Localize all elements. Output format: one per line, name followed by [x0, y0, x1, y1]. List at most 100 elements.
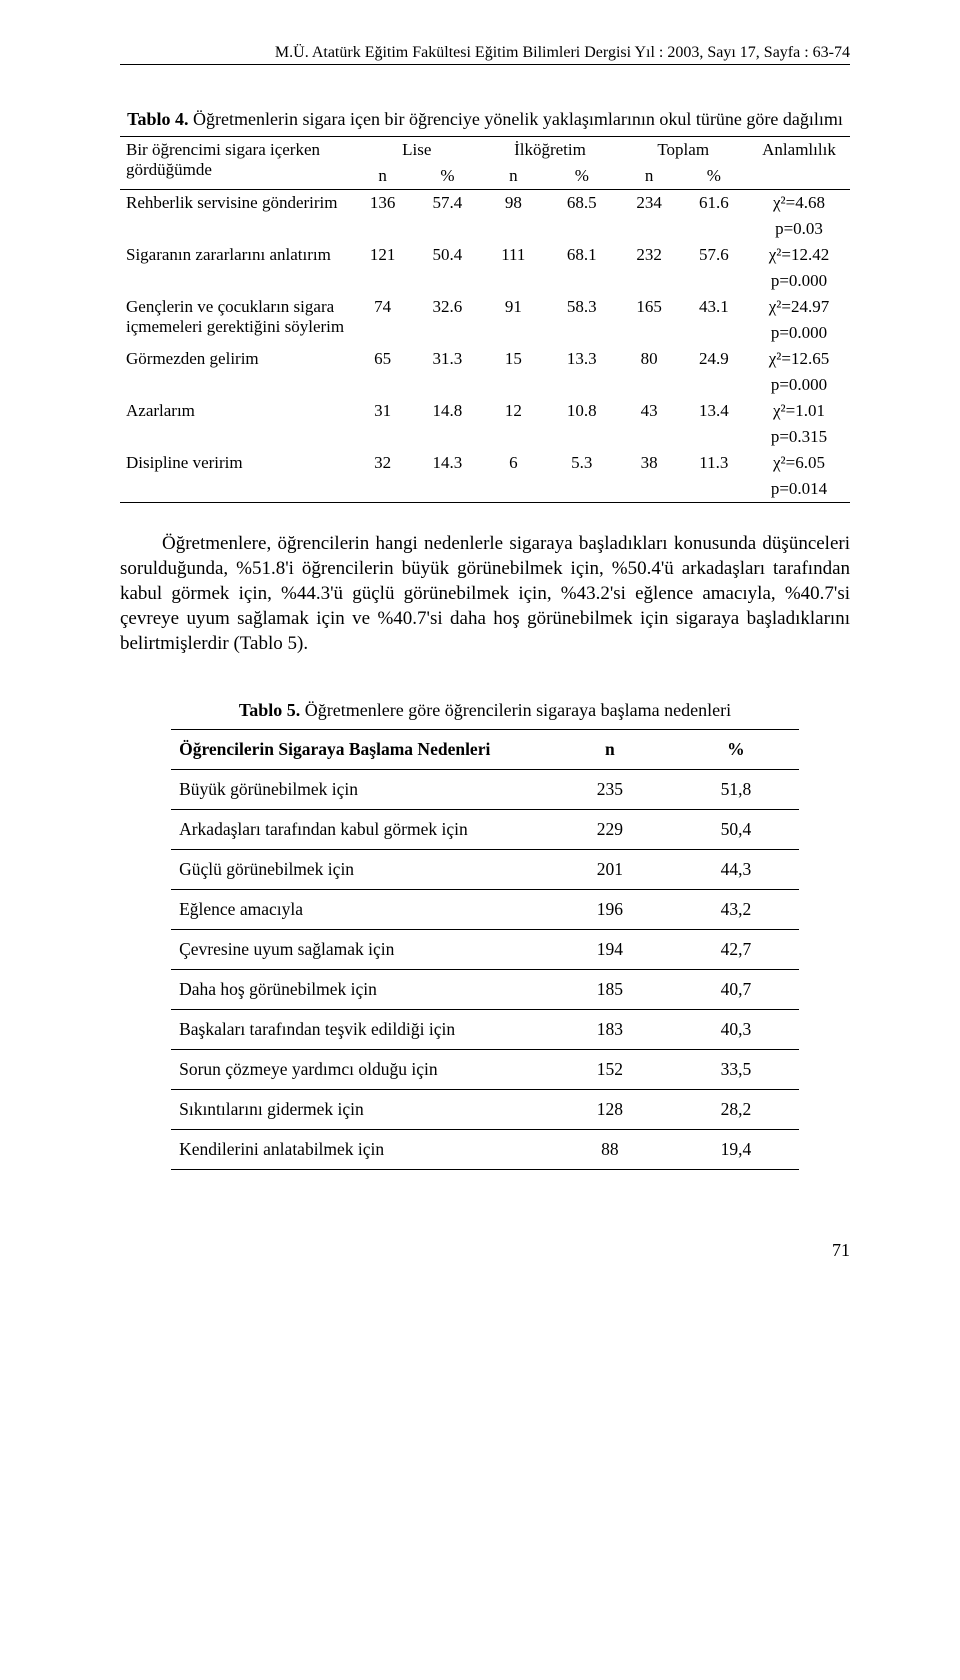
- running-head-text: M.Ü. Atatürk Eğitim Fakültesi Eğitim Bil…: [120, 44, 850, 65]
- table5-cell-pct: 40,7: [673, 970, 799, 1010]
- table-row: Sorun çözmeye yardımcı olduğu için15233,…: [171, 1050, 799, 1090]
- table-row: Daha hoş görünebilmek için18540,7: [171, 970, 799, 1010]
- table4-cell: 68.1: [545, 242, 618, 294]
- table4-cell: 80: [618, 346, 679, 398]
- table4-sub-n3: n: [618, 163, 679, 190]
- table4-stat: χ²=4.68: [748, 190, 850, 217]
- table4-stat: χ²=6.05: [748, 450, 850, 476]
- table5-cell-pct: 33,5: [673, 1050, 799, 1090]
- table5-row-label: Sorun çözmeye yardımcı olduğu için: [171, 1050, 547, 1090]
- table4-row-label: Disipline veririm: [120, 450, 352, 503]
- table4-cell: 13.3: [545, 346, 618, 398]
- table4-cell: 31: [352, 398, 413, 450]
- table5-cell-pct: 42,7: [673, 930, 799, 970]
- table4-stat-p: p=0.000: [748, 268, 850, 294]
- table-row: Arkadaşları tarafından kabul görmek için…: [171, 810, 799, 850]
- table-row: Büyük görünebilmek için23551,8: [171, 770, 799, 810]
- table4-cell: 10.8: [545, 398, 618, 450]
- table4-cell: 50.4: [413, 242, 481, 294]
- table-row: Rehberlik servisine gönderirim13657.4986…: [120, 190, 850, 217]
- table4-sub-p2: %: [545, 163, 618, 190]
- page-container: M.Ü. Atatürk Eğitim Fakültesi Eğitim Bil…: [0, 0, 960, 1309]
- table-row: Eğlence amacıyla19643,2: [171, 890, 799, 930]
- table4-caption: Tablo 4. Öğretmenlerin sigara içen bir ö…: [120, 109, 850, 130]
- table4-cell: 136: [352, 190, 413, 243]
- table4-cell: 111: [482, 242, 546, 294]
- table4-sub-p1: %: [413, 163, 481, 190]
- table4-sub-n1: n: [352, 163, 413, 190]
- table4-cell: 31.3: [413, 346, 481, 398]
- table4-cell: 24.9: [680, 346, 748, 398]
- table4-cell: 61.6: [680, 190, 748, 243]
- table4-col-leftlabel: Bir öğrencimi sigara içerken gördüğümde: [120, 137, 352, 190]
- table5-row-label: Kendilerini anlatabilmek için: [171, 1130, 547, 1170]
- table5-head-pct: %: [673, 730, 799, 770]
- table4-col-ilkogretim: İlköğretim: [482, 137, 619, 164]
- table5-cell-pct: 44,3: [673, 850, 799, 890]
- table4-stat: χ²=12.42: [748, 242, 850, 268]
- table5-cell-n: 183: [547, 1010, 673, 1050]
- table5-cell-pct: 50,4: [673, 810, 799, 850]
- table4-row-label: Azarlarım: [120, 398, 352, 450]
- table4-cell: 58.3: [545, 294, 618, 346]
- table5-row-label: Eğlence amacıyla: [171, 890, 547, 930]
- table4-col-lise: Lise: [352, 137, 482, 164]
- body-paragraph: Öğretmenlere, öğrencilerin hangi nedenle…: [120, 531, 850, 656]
- table4-cell: 38: [618, 450, 679, 503]
- table4-cell: 232: [618, 242, 679, 294]
- table4-stat-p: p=0.014: [748, 476, 850, 503]
- table4-stat-p: p=0.000: [748, 372, 850, 398]
- table4-cell: 43.1: [680, 294, 748, 346]
- table4-row-label: Sigaranın zararlarını anlatırım: [120, 242, 352, 294]
- running-head: M.Ü. Atatürk Eğitim Fakültesi Eğitim Bil…: [120, 44, 850, 65]
- table4-col-anlam: Anlamlılık: [748, 137, 850, 190]
- table4-cell: 32.6: [413, 294, 481, 346]
- table4-cell: 5.3: [545, 450, 618, 503]
- table4-cell: 121: [352, 242, 413, 294]
- page-number: 71: [120, 1240, 850, 1261]
- table5-cell-n: 194: [547, 930, 673, 970]
- table5-row-label: Büyük görünebilmek için: [171, 770, 547, 810]
- table-row: Görmezden gelirim6531.31513.38024.9χ²=12…: [120, 346, 850, 372]
- table5-cell-n: 229: [547, 810, 673, 850]
- table4-stat: χ²=24.97: [748, 294, 850, 320]
- table4-cell: 68.5: [545, 190, 618, 243]
- table5-cell-pct: 43,2: [673, 890, 799, 930]
- table4-cell: 43: [618, 398, 679, 450]
- table5-cell-n: 201: [547, 850, 673, 890]
- table4-cell: 6: [482, 450, 546, 503]
- table4-cell: 13.4: [680, 398, 748, 450]
- table5: Öğrencilerin Sigaraya Başlama Nedenleri …: [171, 729, 799, 1170]
- table4-row-label: Görmezden gelirim: [120, 346, 352, 398]
- table5-caption-bold: Tablo 5.: [239, 700, 300, 720]
- table4-stat-p: p=0.315: [748, 424, 850, 450]
- table5-cell-n: 185: [547, 970, 673, 1010]
- table5-row-label: Güçlü görünebilmek için: [171, 850, 547, 890]
- table5-caption: Tablo 5. Öğretmenlere göre öğrencilerin …: [120, 700, 850, 721]
- table5-row-label: Sıkıntılarını gidermek için: [171, 1090, 547, 1130]
- table5-row-label: Başkaları tarafından teşvik edildiği içi…: [171, 1010, 547, 1050]
- table5-cell-pct: 40,3: [673, 1010, 799, 1050]
- table-row: Sıkıntılarını gidermek için12828,2: [171, 1090, 799, 1130]
- table5-row-label: Arkadaşları tarafından kabul görmek için: [171, 810, 547, 850]
- table5-caption-rest: Öğretmenlere göre öğrencilerin sigaraya …: [300, 700, 731, 720]
- table4-row-label: Rehberlik servisine gönderirim: [120, 190, 352, 243]
- table4-stat: χ²=12.65: [748, 346, 850, 372]
- table4-cell: 57.4: [413, 190, 481, 243]
- table4-col-toplam: Toplam: [618, 137, 748, 164]
- table4-cell: 32: [352, 450, 413, 503]
- table5-cell-n: 152: [547, 1050, 673, 1090]
- table4-cell: 14.3: [413, 450, 481, 503]
- table4-stat: χ²=1.01: [748, 398, 850, 424]
- table5-row-label: Daha hoş görünebilmek için: [171, 970, 547, 1010]
- table5-wrap: Tablo 5. Öğretmenlere göre öğrencilerin …: [120, 700, 850, 1170]
- table4-stat-p: p=0.03: [748, 216, 850, 242]
- table4-cell: 65: [352, 346, 413, 398]
- table4-stat-p: p=0.000: [748, 320, 850, 346]
- table4-cell: 74: [352, 294, 413, 346]
- table5-cell-pct: 28,2: [673, 1090, 799, 1130]
- table4-cell: 57.6: [680, 242, 748, 294]
- table-row: Çevresine uyum sağlamak için19442,7: [171, 930, 799, 970]
- table5-cell-n: 88: [547, 1130, 673, 1170]
- table5-head-label: Öğrencilerin Sigaraya Başlama Nedenleri: [171, 730, 547, 770]
